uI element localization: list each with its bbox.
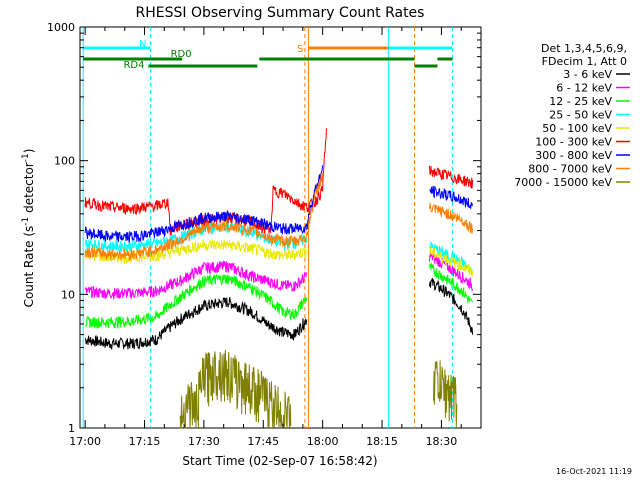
series-line	[429, 165, 474, 190]
series-line	[429, 185, 474, 209]
x-tick-label: 17:15	[129, 435, 161, 448]
vertical-markers	[82, 27, 453, 428]
series-line	[84, 297, 308, 351]
x-tick-label: 18:00	[307, 435, 339, 448]
y-tick-label: 100	[54, 155, 75, 168]
x-axis-label: Start Time (02-Sep-07 16:58:42)	[182, 454, 377, 468]
series-line	[433, 360, 458, 429]
legend-label: 800 - 7000 keV	[528, 163, 612, 176]
legend-label: 50 - 100 keV	[542, 122, 612, 135]
chart-title: RHESSI Observing Summary Count Rates	[136, 5, 425, 21]
legend-label: 300 - 800 keV	[535, 149, 612, 162]
state-band-label: S	[297, 44, 303, 55]
series-line	[84, 165, 323, 243]
series-line	[429, 246, 474, 277]
y-axis-label-sup1: -1	[21, 217, 31, 226]
legend-label: 25 - 50 keV	[549, 109, 612, 122]
series-line	[429, 203, 474, 234]
state-band-label: RD0	[171, 49, 192, 60]
legend-label: 6 - 12 keV	[556, 82, 612, 95]
legend-label: 12 - 25 keV	[549, 95, 612, 108]
y-axis-label-end: )	[22, 149, 36, 154]
legend: Det 1,3,4,5,6,9, FDecim 1, Att 0 3 - 6 k…	[514, 42, 630, 189]
legend-header-1: Det 1,3,4,5,6,9,	[541, 42, 627, 55]
y-tick-label: 1	[68, 422, 75, 435]
legend-header-2: FDecim 1, Att 0	[542, 55, 627, 68]
x-axis-ticks: 17:00 17:15 17:30 17:45 18:00 18:15 18:30	[69, 27, 462, 448]
series-line	[429, 278, 474, 335]
x-tick-label: 17:00	[69, 435, 101, 448]
y-axis-label-sup2: -1	[21, 153, 31, 162]
y-axis-label: Count Rate (s-1 detector-1)	[21, 149, 36, 308]
state-bands: N S RD0 RD4	[83, 39, 453, 71]
series-line	[84, 173, 323, 262]
y-axis-label-mid: detector	[22, 162, 36, 217]
plot-area: N S RD0 RD4 1 10 100 1000 17:00 17:15 17:30 17:45…	[47, 21, 482, 448]
legend-label: 7000 - 15000 keV	[514, 176, 612, 189]
x-tick-label: 17:30	[188, 435, 220, 448]
series-line	[84, 273, 308, 330]
x-tick-label: 17:45	[247, 435, 279, 448]
y-axis-ticks: 1 10 100 1000	[47, 21, 481, 435]
series-line	[84, 260, 308, 300]
y-tick-label: 10	[61, 288, 75, 301]
series-line	[429, 262, 474, 303]
series-line	[429, 252, 474, 293]
y-axis-label-main: Count Rate (s	[22, 226, 36, 308]
series-line	[179, 349, 292, 429]
series-line	[84, 239, 308, 265]
state-band-label: RD4	[123, 60, 144, 71]
x-tick-label: 18:15	[366, 435, 398, 448]
timestamp: 16-Oct-2021 11:19	[556, 467, 632, 476]
legend-label: 100 - 300 keV	[535, 136, 612, 149]
state-band-label: N	[139, 39, 146, 50]
series-group	[84, 128, 474, 429]
legend-label: 3 - 6 keV	[563, 68, 612, 81]
x-tick-label: 18:30	[426, 435, 458, 448]
y-tick-label: 1000	[47, 21, 75, 34]
